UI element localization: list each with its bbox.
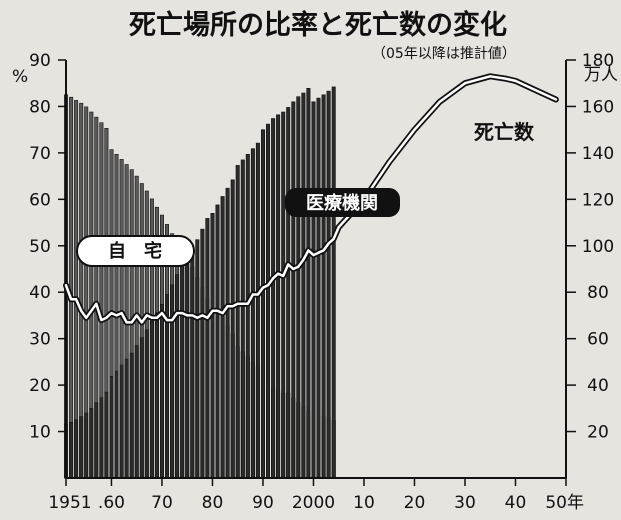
hospital-bar <box>79 416 84 479</box>
hospital-bar <box>200 228 205 479</box>
left-tick-label: 70 <box>29 144 51 164</box>
hospital-bar <box>84 412 89 479</box>
hospital-bar <box>215 204 220 479</box>
hospital-bar <box>316 97 321 479</box>
left-tick-labels: 10 20 30 40 50 60 70 80 90 <box>29 51 66 443</box>
hospital-bar <box>195 239 200 479</box>
right-tick-label: 180 <box>582 51 614 71</box>
left-tick-label: 60 <box>29 190 51 210</box>
hospital-bar <box>69 421 74 479</box>
hospital-bar <box>114 370 119 479</box>
x-tick-label: 20 <box>404 493 426 513</box>
hospital-bar <box>255 142 260 479</box>
hospital-bar <box>74 419 79 479</box>
hospital-callout: 医療機関 <box>285 188 400 217</box>
hospital-bar <box>149 321 154 479</box>
hospital-bar <box>139 337 144 479</box>
right-tick-labels: 20 40 60 80 100 120 140 160 180 <box>566 51 614 443</box>
hospital-bar <box>205 218 210 479</box>
right-tick-label: 80 <box>587 283 609 303</box>
hospital-bar <box>94 402 99 479</box>
hospital-bar <box>129 352 134 479</box>
hospital-bar <box>281 111 286 479</box>
hospital-bar <box>291 101 296 479</box>
hospital-bar <box>210 213 215 479</box>
right-tick-label: 100 <box>582 237 614 257</box>
hospital-bar <box>271 118 276 479</box>
x-tick-label: .60 <box>98 493 125 513</box>
x-tick-label: 40 <box>505 493 527 513</box>
right-tick-label: 160 <box>582 97 614 117</box>
hospital-bar <box>160 303 165 479</box>
hospital-bar <box>220 196 225 479</box>
right-tick-label: 40 <box>587 376 609 396</box>
home-callout: 自 宅 <box>76 235 195 267</box>
hospital-bar <box>296 96 301 479</box>
hospital-bar <box>154 312 159 479</box>
hospital-bar <box>175 274 180 479</box>
hospital-bar <box>311 101 316 479</box>
x-tick-label: 1951 <box>48 493 91 513</box>
hospital-bar <box>109 375 114 479</box>
left-tick-label: 10 <box>29 423 51 443</box>
hospital-bar <box>301 92 306 479</box>
x-tick-label: 50年 <box>545 493 584 513</box>
x-tick-labels: 1951 .60 70 80 90 2000 10 20 30 40 50年 <box>48 478 584 513</box>
hospital-bar <box>230 179 235 479</box>
hospital-bar <box>276 114 281 479</box>
left-tick-label: 40 <box>29 283 51 303</box>
hospital-bar <box>104 391 109 479</box>
hospital-bar <box>245 154 250 479</box>
hospital-bar <box>134 345 139 479</box>
right-tick-label: 60 <box>587 330 609 350</box>
left-tick-label: 50 <box>29 237 51 257</box>
x-tick-label: 80 <box>202 493 224 513</box>
hospital-bar <box>235 165 240 479</box>
right-tick-label: 120 <box>582 190 614 210</box>
hospital-callout-box <box>285 188 400 217</box>
hospital-bar <box>124 358 129 479</box>
hospital-bar <box>331 86 336 479</box>
hospital-bar <box>119 364 124 479</box>
left-tick-label: 80 <box>29 97 51 117</box>
home-callout-label: 自 宅 <box>108 240 162 262</box>
hospital-bar <box>260 129 265 479</box>
death-count-label: 死亡数 <box>474 120 535 144</box>
hospital-bar <box>190 250 195 479</box>
hospital-bar <box>144 329 149 479</box>
x-tick-label: 70 <box>151 493 173 513</box>
hospital-bar <box>99 397 104 479</box>
chart-subtitle: （05年以降は推計値） <box>372 46 516 62</box>
hospital-bar <box>306 88 311 479</box>
hospital-bar <box>321 94 326 479</box>
left-axis-unit: % <box>12 67 28 87</box>
left-tick-label: 20 <box>29 376 51 396</box>
death-count-line <box>64 75 558 324</box>
hospital-bar <box>180 264 185 479</box>
x-tick-label: 10 <box>353 493 375 513</box>
hospital-bar <box>265 123 270 479</box>
x-tick-label: 30 <box>454 493 476 513</box>
x-tick-label: 90 <box>252 493 274 513</box>
hospital-callout-label: 医療機関 <box>306 192 378 214</box>
hospital-bar <box>250 148 255 479</box>
right-tick-label: 140 <box>582 144 614 164</box>
hospital-bar <box>225 187 230 479</box>
hospital-bar <box>89 407 94 479</box>
chart-title: 死亡場所の比率と死亡数の変化 <box>129 9 507 41</box>
left-tick-label: 90 <box>29 51 51 71</box>
right-axis-unit: 万人 <box>584 65 618 85</box>
hospital-bar <box>240 159 245 479</box>
x-tick-label: 2000 <box>292 493 335 513</box>
hospital-bar <box>185 260 190 479</box>
hospital-bars-group <box>64 86 336 479</box>
hospital-bar <box>326 90 331 479</box>
home-callout-box <box>76 235 195 267</box>
left-tick-label: 30 <box>29 330 51 350</box>
right-tick-label: 20 <box>587 423 609 443</box>
hospital-bar <box>286 107 291 479</box>
